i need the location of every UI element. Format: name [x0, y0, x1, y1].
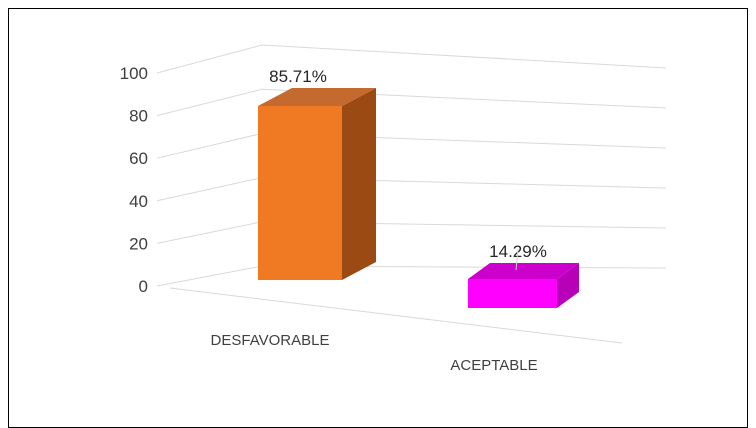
y-tick-label: 100	[120, 64, 148, 83]
bar-front-face	[468, 278, 557, 308]
bar-top-face	[468, 262, 579, 279]
gridline-left-80	[156, 88, 263, 117]
category-label: DESFAVORABLE	[211, 332, 330, 349]
gridline-back-100	[261, 44, 667, 69]
gridline-left-60	[156, 132, 263, 159]
data-labels: 85.71%14.29%	[269, 67, 547, 271]
y-tick-label: 40	[129, 192, 148, 211]
bar-side-face	[557, 262, 579, 308]
y-tick-label: 60	[129, 149, 148, 168]
y-tick-label: 20	[129, 234, 148, 253]
category-labels: DESFAVORABLE ACEPTABLE	[211, 332, 538, 374]
bars	[258, 88, 579, 308]
y-axis-tick-labels: 0 20 40 60 80 100	[120, 64, 148, 296]
chart-frame	[8, 8, 748, 428]
floor-front-edge	[169, 287, 623, 344]
gridlines	[156, 44, 667, 344]
y-tick-label: 0	[139, 277, 148, 296]
bar-desfavorable	[258, 88, 376, 280]
gridline-left-0	[156, 265, 263, 287]
y-tick-label: 80	[129, 107, 148, 126]
bar-top-face	[258, 88, 376, 107]
data-label: 85.71%	[269, 67, 327, 86]
bar-chart-3d: 0 20 40 60 80 100 85.71%14.29% DESFAVORABLE AC…	[120, 44, 667, 374]
bar-aceptable	[468, 262, 579, 308]
category-label: ACEPTABLE	[450, 357, 537, 374]
gridline-left-40	[156, 177, 263, 202]
bar-front-face	[258, 106, 342, 280]
data-label-leader-line	[515, 248, 519, 271]
gridline-left-100	[156, 44, 263, 74]
bar-side-face	[342, 88, 376, 280]
gridline-left-20	[156, 221, 263, 244]
